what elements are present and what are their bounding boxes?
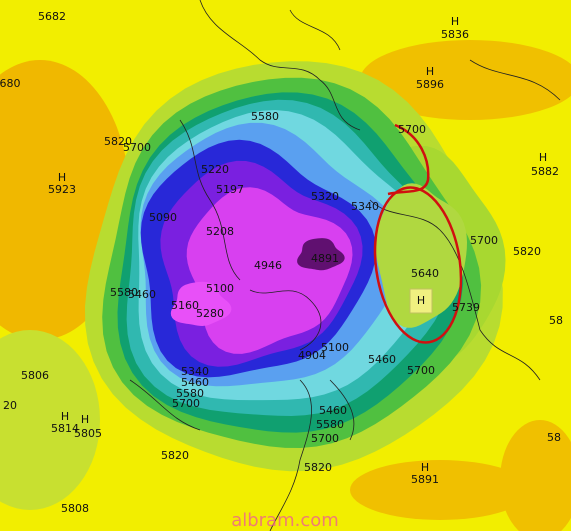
contour-label: 5197: [216, 183, 244, 196]
contour-label: 58: [547, 431, 561, 444]
high-box: [409, 288, 433, 314]
contour-label: 5820: [161, 449, 189, 462]
contour-label: 5460: [319, 404, 347, 417]
contour-label: 5923: [48, 183, 76, 196]
coastlines: [129, 0, 561, 531]
contour-label: 5090: [149, 211, 177, 224]
contour-label: 5340: [181, 365, 209, 378]
contour-label: 5882: [531, 165, 559, 178]
contour-label: 5208: [206, 225, 234, 238]
contour-label: 5814: [51, 422, 79, 435]
contour-band: [375, 183, 467, 328]
contour-label: H: [61, 410, 69, 423]
contour-label: 5808: [61, 502, 89, 515]
watermark: albram.com: [231, 510, 339, 531]
contour-label: 5700: [407, 364, 435, 377]
contour-band: [297, 238, 345, 271]
contour-label: 5580: [251, 110, 279, 123]
annotations: [373, 123, 463, 344]
contour-label: 4904: [298, 349, 326, 362]
coastline: [129, 0, 561, 531]
contour-label: H: [417, 294, 425, 307]
contour-label: 680: [0, 77, 21, 90]
contour-label: 5820: [513, 245, 541, 258]
contour-label: 5100: [206, 282, 234, 295]
contour-label: 5100: [321, 341, 349, 354]
contour-label: 5280: [196, 307, 224, 320]
contour-label: 5460: [368, 353, 396, 366]
annotation-ellipse: [373, 186, 463, 344]
contour-label: H: [58, 171, 66, 184]
contour-label: 5896: [416, 78, 444, 91]
contour-label: 5220: [201, 163, 229, 176]
contour-label: 20: [3, 399, 17, 412]
contour-band: [170, 281, 232, 326]
contour-label: H: [451, 15, 459, 28]
contour-label: 5580: [176, 387, 204, 400]
annotation-curve: [387, 123, 430, 196]
contour-label: 5806: [21, 369, 49, 382]
contour-label: 5820: [304, 461, 332, 474]
contours: [85, 61, 506, 472]
contour-label: 5739: [452, 301, 480, 314]
warm-area: [500, 420, 571, 531]
contour-label: 5580: [316, 418, 344, 431]
contour-label: 5700: [172, 397, 200, 410]
contour-label: H: [81, 413, 89, 426]
contour-label: 5836: [441, 28, 469, 41]
contour-label: 5700: [311, 432, 339, 445]
contour-label: 5682: [38, 10, 66, 23]
cool-area: [0, 330, 100, 510]
contour-label: 5820: [104, 135, 132, 148]
contour-label: 5460: [181, 376, 209, 389]
warm-area: [360, 40, 571, 120]
contour-label: 5340: [351, 200, 379, 213]
contour-label: H: [426, 65, 434, 78]
contour-label: 4891: [311, 252, 339, 265]
contour-label: 5700: [470, 234, 498, 247]
contour-label: 4946: [254, 259, 282, 272]
contour-label: 5805: [74, 427, 102, 440]
contour-label: H: [421, 461, 429, 474]
warm-area: [350, 460, 530, 520]
contour-label: 5580: [110, 286, 138, 299]
contour-label: 5891: [411, 473, 439, 486]
labels: 5682 H5836H58966805580582057005700H5882H5…: [0, 10, 563, 515]
contour-label: 5160: [171, 299, 199, 312]
contour-label: 5700: [398, 123, 426, 136]
contour-label: 58: [549, 314, 563, 327]
contour-label: 5640: [411, 267, 439, 280]
contour-label: 5320: [311, 190, 339, 203]
contour-label: H: [539, 151, 547, 164]
contour-label: 5700: [123, 141, 151, 154]
contour-label: 5460: [128, 288, 156, 301]
